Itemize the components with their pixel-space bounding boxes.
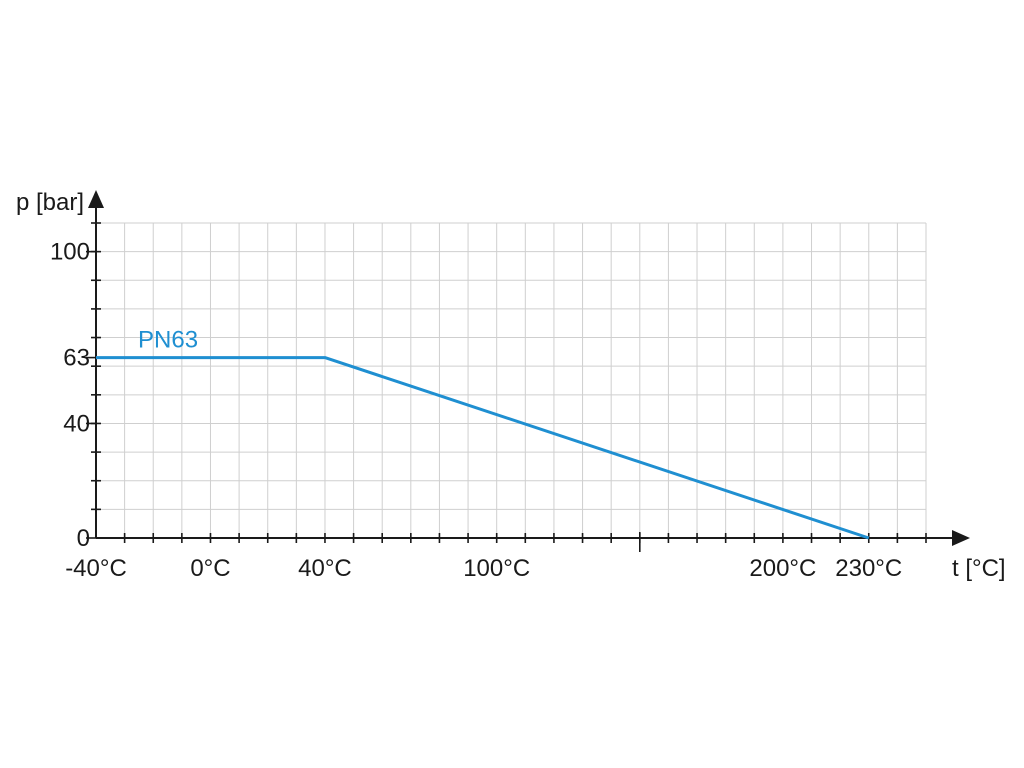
- x-tick-label: 100°C: [463, 555, 530, 582]
- y-axis-arrow: [88, 190, 104, 208]
- x-tick-label: 230°C: [835, 555, 902, 582]
- x-tick-label: 0°C: [190, 555, 230, 582]
- chart-series: PN63: [96, 327, 870, 540]
- y-tick-label: 63: [63, 345, 90, 372]
- x-tick-label: -40°C: [65, 555, 127, 582]
- axis-tick-labels: -40°C 0°C 40°C 100°C 200°C 230°C 0 40 63 100: [50, 239, 902, 582]
- series-label: PN63: [138, 327, 198, 354]
- x-axis-title: t [°C]: [952, 555, 1006, 582]
- x-tick-label: 40°C: [298, 555, 352, 582]
- y-tick-label: 40: [63, 410, 90, 437]
- series-line-pn63: [96, 356, 870, 540]
- chart-axes: [88, 190, 970, 546]
- chart-grid: [96, 222, 927, 538]
- x-axis-arrow: [952, 530, 970, 546]
- y-axis-title: p [bar]: [16, 189, 84, 216]
- axis-ticks: [86, 222, 927, 552]
- y-tick-label: 0: [77, 525, 90, 552]
- y-tick-label: 100: [50, 239, 90, 266]
- x-tick-label: 200°C: [749, 555, 816, 582]
